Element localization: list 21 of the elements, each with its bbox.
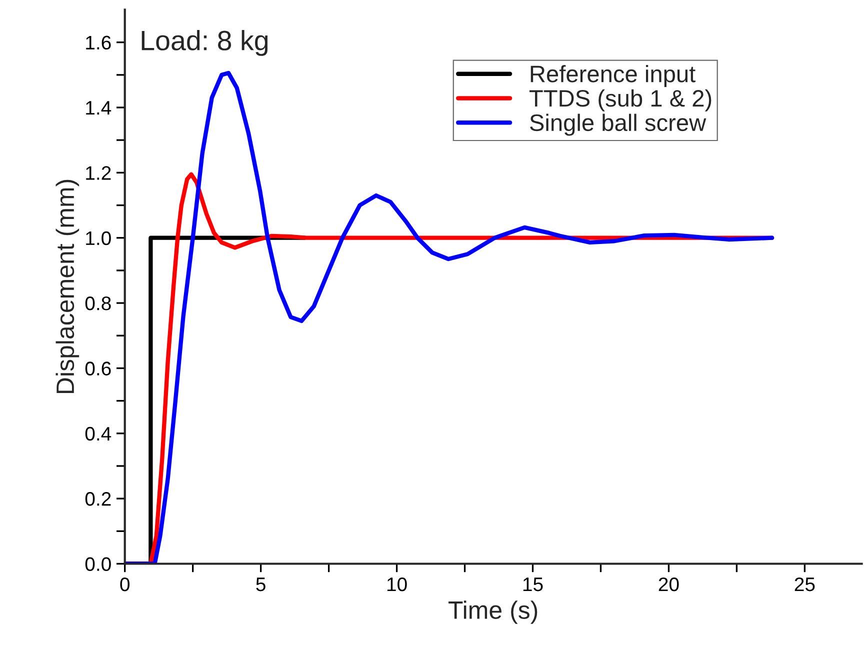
y-tick-label: 1.6 — [86, 36, 111, 50]
y-tick-label: 0.8 — [85, 296, 111, 310]
y-tick-label: 0.2 — [85, 492, 111, 506]
x-tick-label: 0 — [120, 577, 130, 592]
y-tick-label: 0.0 — [85, 557, 111, 571]
y-tick-label: 1.4 — [86, 101, 112, 115]
y-tick-label: 1.2 — [86, 166, 111, 180]
legend-label: Reference input — [530, 65, 696, 88]
x-tick-label: 15 — [523, 578, 543, 592]
y-tick-label: 0.4 — [85, 426, 112, 441]
y-tick-label: 0.6 — [85, 362, 111, 376]
legend-label: Single ball screw — [530, 114, 706, 136]
x-axis-title: Time (s) — [448, 600, 538, 624]
x-tick-label: 10 — [387, 577, 407, 592]
annotation: Load: 8 kg — [142, 30, 268, 56]
legend-label: TTDS (sub 1 & 2) — [529, 89, 712, 112]
x-tick-label: 20 — [658, 577, 679, 592]
x-tick-label: 25 — [794, 577, 815, 592]
x-tick-label: 5 — [256, 578, 266, 592]
y-tick-label: 1.0 — [86, 231, 111, 246]
y-axis-title: Displacement (mm) — [56, 180, 80, 394]
